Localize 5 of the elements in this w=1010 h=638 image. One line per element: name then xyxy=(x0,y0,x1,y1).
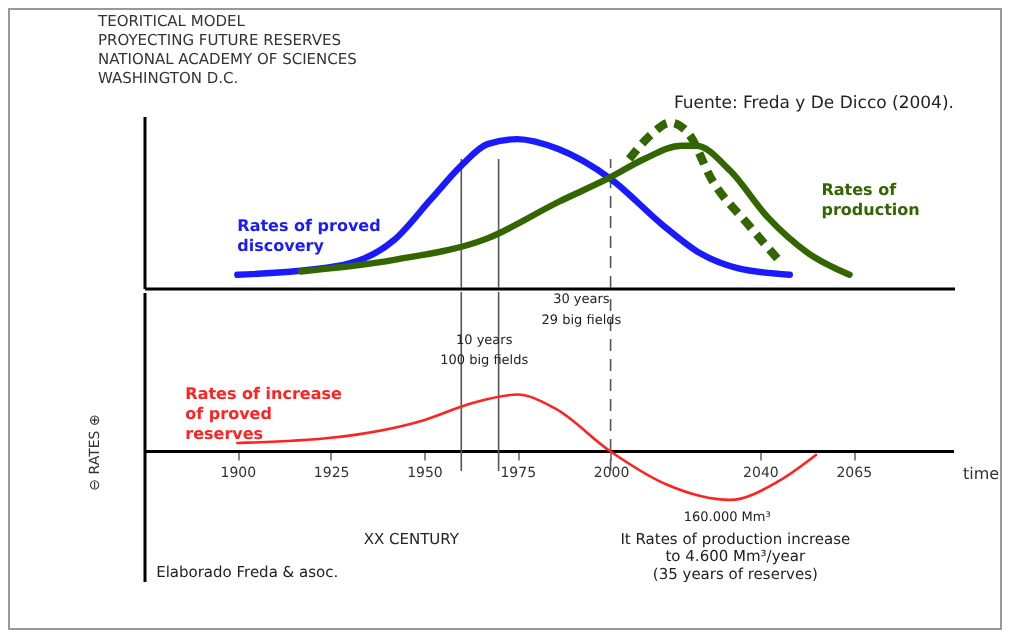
series-label: Rates of proved discovery xyxy=(237,216,382,255)
text: Rates of production xyxy=(821,180,921,219)
series-label: Rates of increase of proved reserves xyxy=(185,384,343,443)
source-note: Fuente: Freda y De Dicco (2004). xyxy=(673,94,954,115)
x-axis-title: time xyxy=(963,464,1000,483)
